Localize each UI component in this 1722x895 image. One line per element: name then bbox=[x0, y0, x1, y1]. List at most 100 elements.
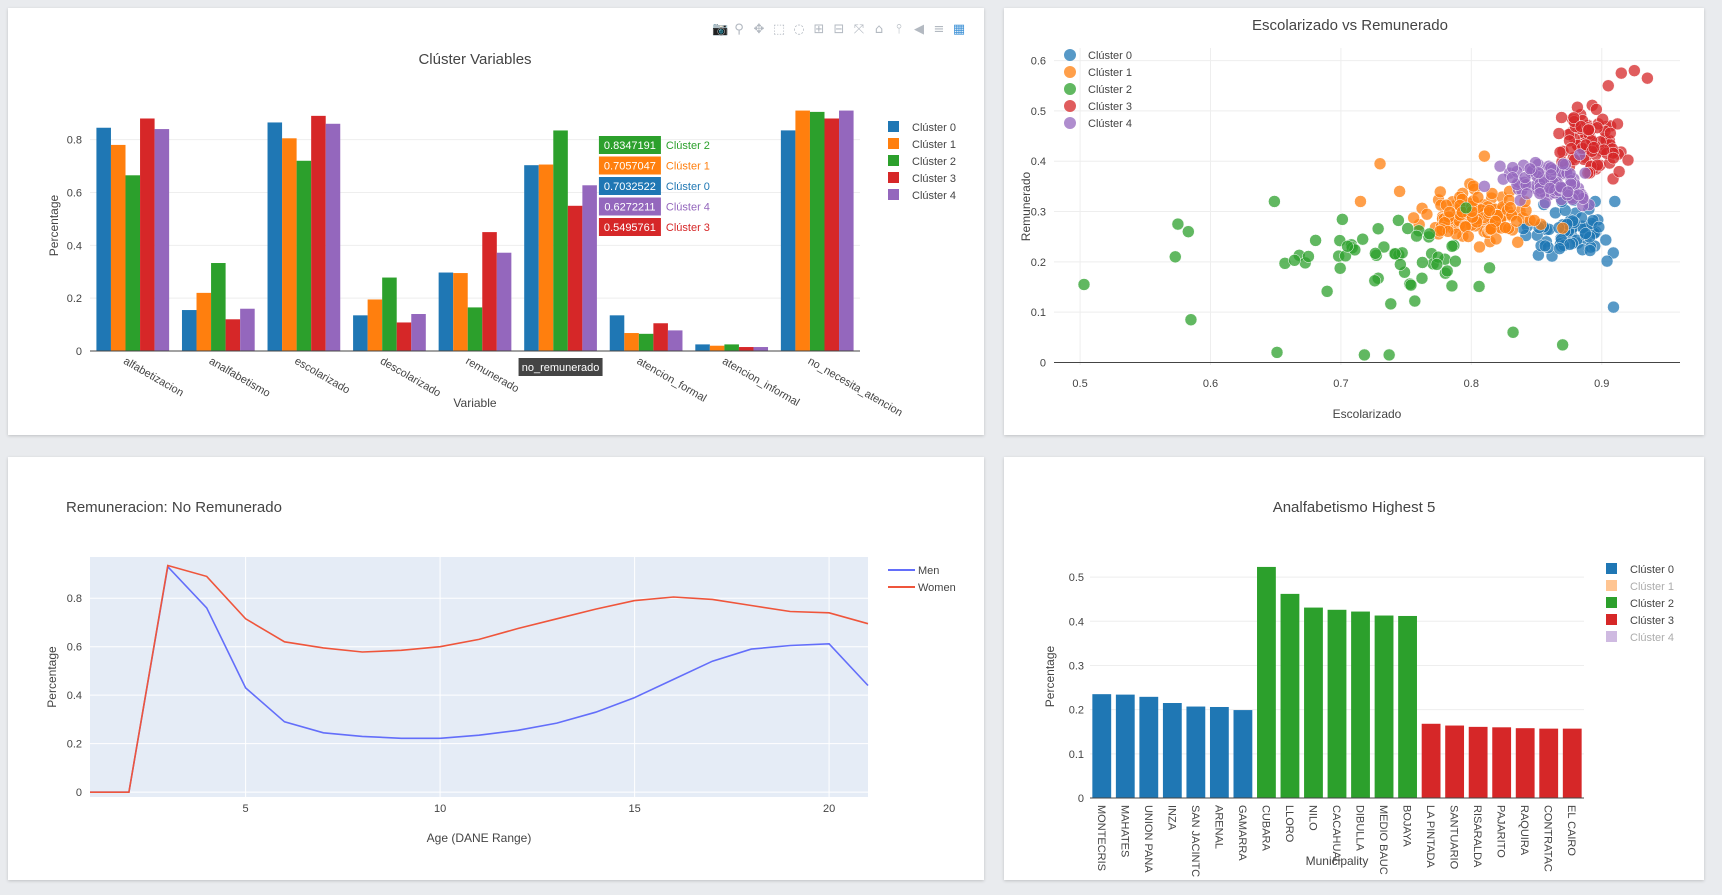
hover-closest-icon[interactable]: ◀ bbox=[914, 22, 924, 37]
scatter-point[interactable] bbox=[1607, 151, 1620, 165]
bar[interactable] bbox=[225, 319, 241, 351]
bar[interactable] bbox=[1468, 726, 1488, 798]
bar[interactable] bbox=[325, 123, 341, 351]
scatter-point[interactable] bbox=[1472, 280, 1486, 293]
bar[interactable] bbox=[467, 307, 483, 351]
bar[interactable] bbox=[496, 252, 512, 351]
bar[interactable] bbox=[638, 333, 654, 351]
scatter-point[interactable] bbox=[1302, 250, 1315, 263]
scatter-point[interactable] bbox=[1392, 214, 1405, 227]
legend-swatch[interactable] bbox=[1606, 580, 1617, 591]
scatter-point[interactable] bbox=[1371, 222, 1385, 235]
bar[interactable] bbox=[709, 345, 725, 351]
scatter-point[interactable] bbox=[1483, 261, 1496, 275]
scatter-point[interactable] bbox=[1604, 126, 1617, 140]
bar[interactable] bbox=[196, 292, 212, 351]
scatter-point[interactable] bbox=[1567, 111, 1581, 124]
bar[interactable] bbox=[438, 272, 454, 351]
scatter-point[interactable] bbox=[1471, 191, 1485, 204]
series-line[interactable] bbox=[90, 564, 869, 793]
legend-swatch[interactable] bbox=[1606, 597, 1617, 608]
scatter-point[interactable] bbox=[1611, 117, 1624, 131]
scatter-point[interactable] bbox=[1184, 313, 1198, 326]
scatter-point[interactable] bbox=[1473, 240, 1486, 254]
scatter-point[interactable] bbox=[1354, 195, 1367, 208]
scatter-point[interactable] bbox=[1556, 338, 1569, 352]
scatter-point[interactable] bbox=[1462, 230, 1475, 243]
scatter-point[interactable] bbox=[1628, 64, 1641, 77]
bar[interactable] bbox=[311, 115, 326, 351]
scatter-point[interactable] bbox=[1510, 215, 1523, 228]
scatter-point[interactable] bbox=[1394, 258, 1407, 271]
bar[interactable] bbox=[411, 314, 426, 351]
scatter-point[interactable] bbox=[1336, 213, 1349, 226]
bar[interactable] bbox=[1539, 728, 1559, 798]
bar[interactable] bbox=[653, 323, 668, 351]
scatter-point[interactable] bbox=[1579, 227, 1592, 240]
scatter-point[interactable] bbox=[1506, 171, 1519, 184]
bar[interactable] bbox=[382, 277, 397, 351]
scatter-point[interactable] bbox=[1533, 187, 1547, 200]
legend-swatch[interactable] bbox=[888, 172, 899, 183]
legend-swatch[interactable] bbox=[1606, 563, 1617, 574]
bar[interactable] bbox=[1233, 710, 1253, 798]
scatter-point[interactable] bbox=[1415, 272, 1429, 285]
scatter-point[interactable] bbox=[1602, 79, 1615, 92]
scatter-point[interactable] bbox=[1544, 168, 1558, 181]
scatter-point[interactable] bbox=[1538, 239, 1552, 253]
series-line[interactable] bbox=[90, 564, 869, 793]
bar[interactable] bbox=[524, 165, 539, 351]
pan-icon[interactable]: ✥ bbox=[753, 22, 765, 37]
bar[interactable] bbox=[453, 273, 468, 351]
bar[interactable] bbox=[1398, 615, 1417, 798]
scatter-point[interactable] bbox=[1445, 279, 1459, 293]
scatter-point[interactable] bbox=[1552, 127, 1566, 140]
scatter-point[interactable] bbox=[1506, 326, 1520, 339]
bar[interactable] bbox=[1492, 727, 1512, 798]
scatter-point[interactable] bbox=[1077, 278, 1091, 291]
bar[interactable] bbox=[1209, 706, 1229, 798]
scatter-point[interactable] bbox=[1369, 247, 1382, 260]
bar[interactable] bbox=[1304, 607, 1323, 798]
legend-swatch[interactable] bbox=[1606, 614, 1617, 625]
legend-marker[interactable] bbox=[1064, 100, 1076, 112]
scatter-point[interactable] bbox=[1358, 348, 1371, 362]
scatter-point[interactable] bbox=[1615, 66, 1628, 80]
scatter-point[interactable] bbox=[1445, 240, 1459, 253]
autoscale-icon[interactable]: ⤧ bbox=[853, 22, 865, 37]
camera-icon[interactable]: 📷 bbox=[712, 22, 729, 37]
bar[interactable] bbox=[839, 110, 854, 351]
bar[interactable] bbox=[211, 263, 226, 351]
bar[interactable] bbox=[181, 310, 197, 351]
scatter-point[interactable] bbox=[1356, 232, 1369, 246]
scatter-point[interactable] bbox=[1423, 227, 1436, 241]
scatter-point[interactable] bbox=[1377, 240, 1391, 254]
zoom-out-icon[interactable]: ⊟ bbox=[833, 22, 845, 37]
bar[interactable] bbox=[1327, 609, 1347, 798]
bar[interactable] bbox=[695, 344, 710, 351]
scatter-point[interactable] bbox=[1270, 346, 1284, 359]
scatter-point[interactable] bbox=[1564, 142, 1578, 155]
scatter-point[interactable] bbox=[1333, 262, 1347, 275]
bar[interactable] bbox=[1162, 703, 1182, 798]
scatter-point[interactable] bbox=[1410, 229, 1423, 243]
scatter-point[interactable] bbox=[1401, 222, 1414, 235]
bar[interactable] bbox=[1515, 728, 1535, 798]
scatter-point[interactable] bbox=[1416, 256, 1429, 269]
legend-swatch[interactable] bbox=[888, 155, 899, 166]
bar[interactable] bbox=[267, 122, 283, 352]
bar[interactable] bbox=[538, 164, 554, 351]
scatter-point[interactable] bbox=[1556, 221, 1570, 235]
box-select-icon[interactable]: ⬚ bbox=[772, 22, 786, 37]
bar[interactable] bbox=[1186, 706, 1206, 798]
scatter-point[interactable] bbox=[1171, 217, 1185, 231]
reset-axes-icon[interactable]: ⌂ bbox=[874, 22, 884, 37]
scatter-point[interactable] bbox=[1404, 278, 1418, 292]
legend-swatch[interactable] bbox=[888, 121, 899, 132]
bar[interactable] bbox=[1351, 611, 1370, 798]
bar[interactable] bbox=[353, 315, 368, 351]
legend-marker[interactable] bbox=[1064, 66, 1076, 78]
scatter-point[interactable] bbox=[1592, 220, 1606, 234]
bar[interactable] bbox=[1280, 593, 1300, 798]
scatter-point[interactable] bbox=[1572, 188, 1585, 202]
